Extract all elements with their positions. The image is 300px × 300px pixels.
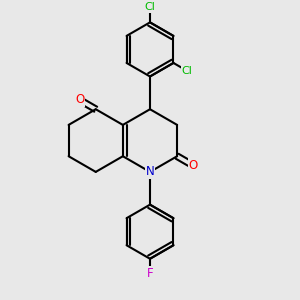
Text: O: O	[188, 159, 198, 172]
Text: Cl: Cl	[182, 66, 192, 76]
Text: N: N	[146, 165, 154, 178]
Text: O: O	[75, 94, 84, 106]
Text: Cl: Cl	[145, 2, 155, 12]
Text: F: F	[147, 266, 153, 280]
